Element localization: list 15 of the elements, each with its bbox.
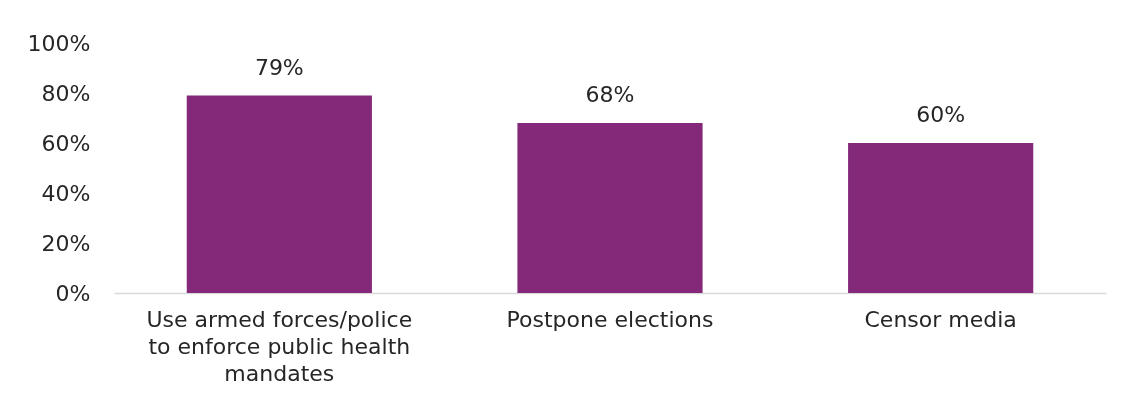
y-tick-label: 100% xyxy=(27,30,91,56)
y-tick-label: 40% xyxy=(41,180,91,206)
y-tick-label: 20% xyxy=(41,230,91,256)
y-tick-label: 80% xyxy=(41,80,91,106)
bar xyxy=(517,123,703,293)
bar xyxy=(186,95,372,293)
data-label: 68% xyxy=(585,82,635,107)
bar xyxy=(848,143,1034,293)
data-label: 60% xyxy=(916,102,966,127)
y-tick-label: 0% xyxy=(55,280,91,306)
data-label: 79% xyxy=(254,54,304,80)
y-tick-label: 60% xyxy=(41,130,91,156)
x-tick-label: Censor media xyxy=(864,306,1017,332)
x-tick-label: Postpone elections xyxy=(506,306,714,332)
x-tick-label: Use armed forces/police to enforce public health mandates xyxy=(146,306,413,386)
